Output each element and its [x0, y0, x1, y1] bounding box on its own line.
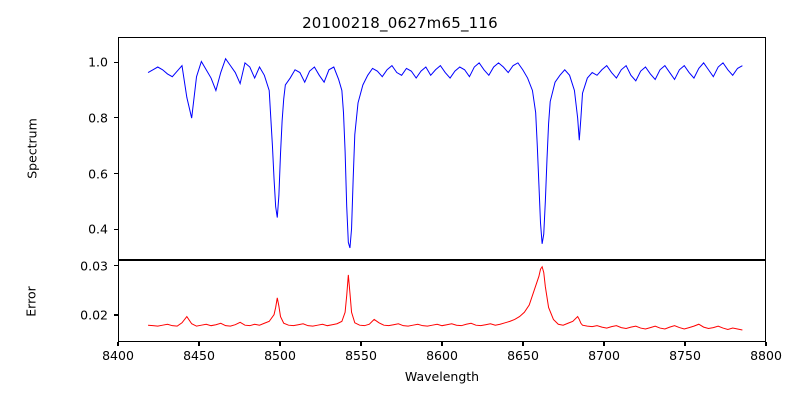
y-axis-label-spectrum: Spectrum	[24, 118, 40, 179]
spectrum-polyline	[148, 59, 742, 248]
y-tick-label-error: 0.02	[80, 307, 108, 323]
x-tick-label: 8600	[426, 348, 458, 363]
x-tick-label: 8700	[588, 348, 620, 363]
spectrum-line-series	[119, 38, 765, 259]
x-tick-mark	[279, 342, 281, 346]
error-plot-area	[118, 260, 766, 342]
error-polyline	[148, 267, 742, 330]
x-tick-label: 8800	[750, 348, 782, 363]
x-tick-mark	[441, 342, 443, 346]
x-axis-label: Wavelength	[404, 369, 480, 384]
x-tick-label: 8550	[345, 348, 377, 363]
y-axis-label-error: Error	[23, 286, 39, 317]
x-tick-label: 8500	[264, 348, 296, 363]
y-tick-label-error: 0.03	[80, 258, 108, 274]
x-tick-mark	[198, 342, 200, 346]
y-tick-label-spectrum: 0.8	[88, 110, 108, 126]
x-tick-label: 8400	[102, 348, 134, 363]
figure-title: 20100218_0627m65_116	[302, 14, 498, 32]
y-tick-label-spectrum: 0.6	[88, 166, 108, 182]
x-tick-mark	[117, 342, 119, 346]
x-tick-mark	[603, 342, 605, 346]
spectrum-plot-area	[118, 37, 766, 260]
x-tick-label: 8750	[669, 348, 701, 363]
x-tick-label: 8450	[183, 348, 215, 363]
x-tick-mark	[360, 342, 362, 346]
x-tick-label: 8650	[507, 348, 539, 363]
x-tick-mark	[684, 342, 686, 346]
x-tick-mark	[522, 342, 524, 346]
y-tick-label-spectrum: 0.4	[88, 221, 108, 237]
error-line-series	[119, 261, 765, 341]
y-tick-label-spectrum: 1.0	[88, 54, 108, 70]
x-tick-mark	[765, 342, 767, 346]
